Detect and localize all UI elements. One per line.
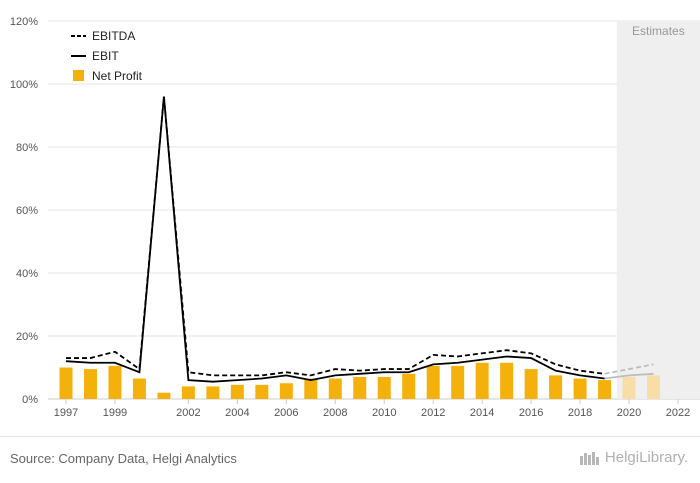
net-profit-bar <box>377 376 391 399</box>
y-tick-label: 80% <box>16 142 38 154</box>
line-ebitda <box>66 96 605 377</box>
estimates-label: Estimates <box>632 24 685 38</box>
footer-divider <box>0 436 700 437</box>
x-tick-label: 2008 <box>323 407 347 419</box>
net-profit-bar <box>647 375 661 399</box>
net-profit-bar <box>132 378 146 399</box>
legend: EBITDA EBIT Net Profit <box>71 29 143 83</box>
x-tick-label: 1999 <box>103 407 127 419</box>
brand-name: HelgiLibrary. <box>604 449 688 466</box>
library-icon <box>579 451 599 465</box>
x-axis-ticks: 1997 1999 2002 2004 2006 2008 2010 2012 2014 2016… <box>54 399 690 419</box>
y-axis-ticks: 0% 20% 40% 60% 80% 100% 120% <box>10 16 38 406</box>
estimates-band <box>616 21 700 399</box>
net-profit-bar <box>426 365 440 399</box>
net-profit-bar <box>279 383 293 399</box>
y-tick-label: 0% <box>22 394 38 406</box>
chart: Estimates 0%20%40%60%80%100%120% 1997 199… <box>10 16 700 419</box>
line-ebit-estimate <box>604 372 654 380</box>
y-tick-label: 20% <box>16 331 38 343</box>
net-profit-bar <box>475 362 489 399</box>
net-profit-bar <box>181 386 195 399</box>
net-profit-bar <box>157 392 171 399</box>
net-profit-bars <box>59 362 661 399</box>
net-profit-bar <box>353 376 367 399</box>
net-profit-bar <box>524 369 538 399</box>
x-tick-label: 2006 <box>274 407 298 419</box>
x-tick-label: 2010 <box>372 407 396 419</box>
y-tick-label: 40% <box>16 268 38 280</box>
x-tick-label: 2004 <box>225 407 249 419</box>
line-ebitda-estimate <box>604 363 654 375</box>
legend-label: EBIT <box>92 49 119 63</box>
net-profit-bar <box>598 380 612 399</box>
net-profit-bar <box>573 378 587 399</box>
x-tick-label: 2002 <box>176 407 200 419</box>
net-profit-bar <box>549 375 563 399</box>
net-profit-bar <box>108 365 122 399</box>
brand-logo: HelgiLibrary. <box>579 449 688 466</box>
legend-label: Net Profit <box>92 69 143 83</box>
x-tick-label: 2022 <box>666 407 690 419</box>
series-lines <box>65 96 654 383</box>
net-profit-bar <box>451 365 465 399</box>
net-profit-bar <box>328 378 342 399</box>
source-note: Source: Company Data, Helgi Analytics <box>10 451 237 466</box>
y-tick-label: 100% <box>10 79 38 91</box>
x-tick-label: 2012 <box>421 407 445 419</box>
net-profit-bar <box>500 362 514 399</box>
gridlines <box>48 20 700 400</box>
x-tick-label: 2014 <box>470 407 494 419</box>
net-profit-bar <box>206 386 220 399</box>
legend-label: EBITDA <box>92 29 135 43</box>
net-profit-bar <box>59 367 73 399</box>
x-tick-label: 2020 <box>617 407 641 419</box>
net-profit-bar <box>622 376 636 399</box>
net-profit-bar <box>402 373 416 399</box>
net-profit-bar <box>255 384 269 399</box>
y-tick-label: 120% <box>10 16 38 28</box>
net-profit-bar <box>304 378 318 399</box>
net-profit-bar <box>230 384 244 399</box>
x-tick-label: 2016 <box>519 407 543 419</box>
x-tick-label: 2018 <box>568 407 592 419</box>
line-ebit <box>65 96 605 383</box>
legend-swatch-net-profit <box>73 70 84 81</box>
net-profit-bar <box>83 369 97 399</box>
y-tick-label: 60% <box>16 205 38 217</box>
x-tick-label: 1997 <box>54 407 78 419</box>
